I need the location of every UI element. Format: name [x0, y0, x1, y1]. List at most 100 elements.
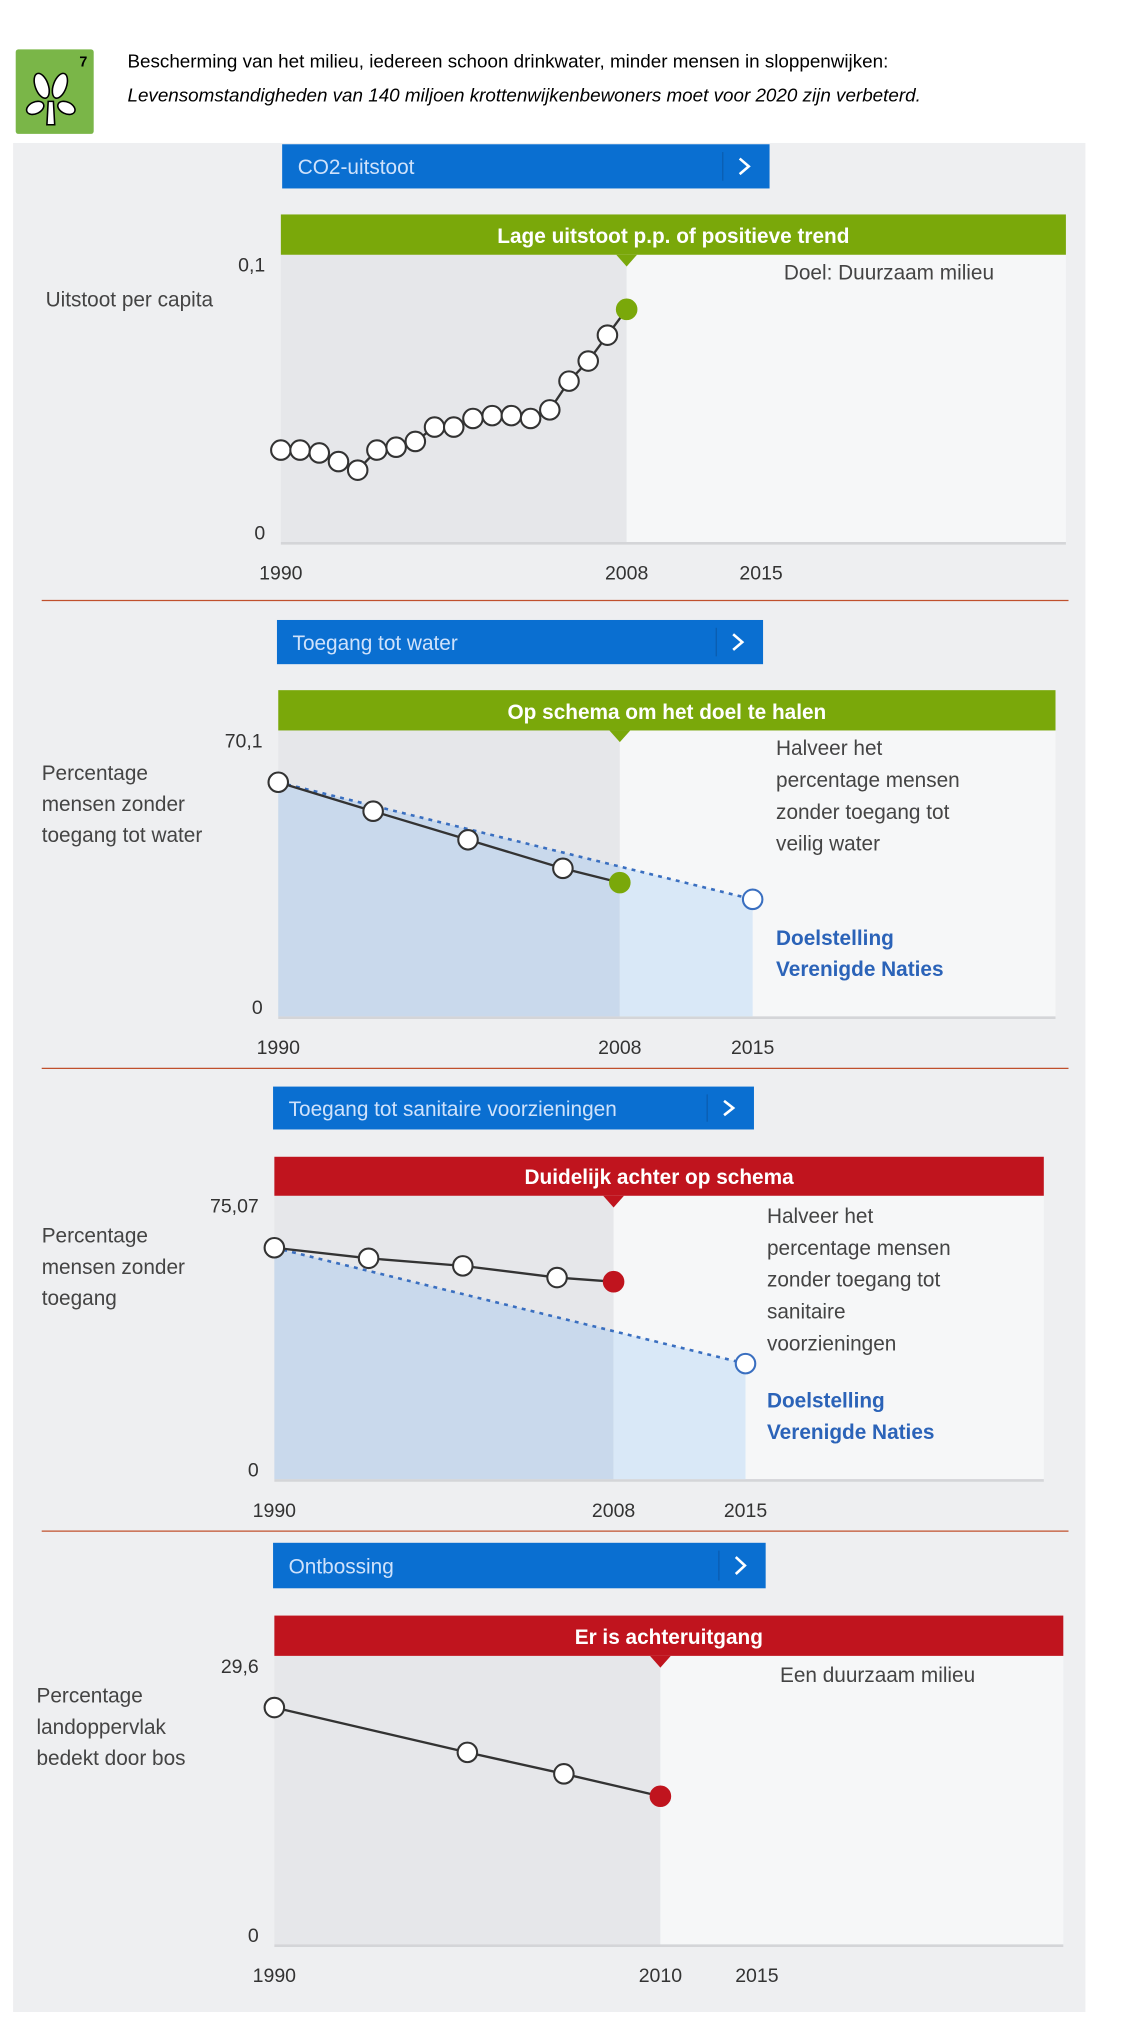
latest-data-point: [602, 1270, 625, 1293]
data-point: [519, 407, 542, 430]
data-point: [362, 800, 384, 823]
tab-label: Ontbossing: [289, 1555, 394, 1578]
y-axis-label: toegang tot water: [42, 824, 203, 847]
x-tick-label: 1990: [253, 1965, 297, 1987]
data-point: [308, 442, 331, 464]
target-point: [741, 888, 764, 911]
tab-background: [273, 1542, 766, 1589]
x-tick-label: 2008: [592, 1500, 635, 1522]
data-point: [481, 404, 503, 427]
tab-background: [276, 619, 764, 665]
x-tick-label: 1990: [253, 1500, 297, 1522]
target-area-history: [274, 1247, 614, 1480]
target-area-future: [613, 1331, 746, 1480]
status-pointer: [603, 1195, 624, 1208]
tab-background: [273, 1086, 754, 1130]
data-point: [558, 370, 580, 392]
status-label: Op schema om het doel te halen: [508, 701, 827, 724]
history-region: [274, 1655, 661, 1945]
y-tick-min: 0: [252, 997, 263, 1019]
y-axis-label: Percentage: [42, 1225, 148, 1248]
chart-4: Ontbossing Er is achteruitgang 29,6 0 1990 20…: [37, 1542, 1064, 1987]
target-source-label: Verenigde Naties: [767, 1421, 934, 1444]
x-tick-label: 2008: [605, 563, 648, 585]
target-area-history: [278, 782, 620, 1017]
target-source-label: Verenigde Naties: [776, 958, 943, 981]
y-tick-max: 75,07: [210, 1196, 259, 1218]
goal-annotation: Doel: Duurzaam milieu: [784, 261, 994, 284]
status-pointer: [616, 254, 638, 267]
goal-annotation: zonder toegang tot: [767, 1269, 941, 1292]
y-tick-max: 29,6: [221, 1656, 259, 1678]
data-point: [500, 404, 523, 427]
data-point: [596, 324, 619, 346]
status-pointer: [649, 1655, 671, 1668]
future-region: [626, 254, 1066, 542]
data-point: [553, 1763, 575, 1785]
future-region: [660, 1655, 1064, 1945]
y-axis-label: mensen zonder: [42, 1256, 185, 1279]
target-point: [734, 1352, 757, 1375]
y-tick-max: 0,1: [238, 255, 265, 277]
x-tick-label: 2010: [639, 1965, 683, 1987]
data-point: [546, 1266, 568, 1289]
chart-3: Toegang tot sanitaire voorzieningen Duide…: [41, 1086, 1069, 1532]
y-tick-min: 0: [254, 522, 265, 544]
data-point: [357, 1247, 380, 1270]
goal-number: 7: [79, 54, 87, 70]
latest-data-point: [649, 1785, 672, 1808]
status-label: Duidelijk achter op schema: [525, 1166, 795, 1189]
chevron-right-icon: [738, 157, 751, 176]
tab-label: Toegang tot sanitaire voorzieningen: [289, 1098, 617, 1121]
data-point: [457, 828, 479, 851]
chevron-right-icon: [734, 1556, 747, 1575]
data-point: [327, 450, 350, 473]
x-tick-label: 1990: [259, 563, 303, 585]
status-banner: [274, 1156, 1044, 1196]
data-point: [263, 1236, 286, 1259]
data-point: [366, 439, 388, 461]
indicator-tab-button[interactable]: Toegang tot sanitaire voorzieningen: [273, 1086, 754, 1130]
status-pointer: [609, 730, 631, 743]
goal-annotation: Halveer het: [776, 737, 882, 760]
y-tick-min: 0: [248, 1460, 259, 1482]
x-tick-label: 2015: [735, 1965, 779, 1987]
data-point: [346, 459, 369, 481]
latest-data-point: [615, 298, 638, 321]
data-point: [404, 430, 427, 453]
indicator-tab-button[interactable]: Toegang tot water: [276, 619, 764, 665]
data-point: [552, 857, 574, 880]
tab-background: [282, 144, 770, 189]
y-axis-label: landoppervlak: [37, 1716, 167, 1739]
goal-annotation: zonder toegang tot: [776, 801, 950, 824]
goal-annotation: sanitaire: [767, 1301, 846, 1324]
data-point: [263, 1696, 286, 1719]
tab-label: Toegang tot water: [293, 632, 458, 655]
y-axis-label: mensen zonder: [42, 793, 185, 816]
y-axis-label: toegang: [42, 1287, 117, 1310]
y-axis-label: Percentage: [42, 762, 148, 785]
indicator-tab-button[interactable]: Ontbossing: [273, 1542, 766, 1589]
goal-icon: 7: [15, 49, 94, 134]
header-subtitle: Levensomstandigheden van 140 miljoen kro…: [127, 84, 920, 105]
status-banner: [280, 214, 1066, 255]
x-tick-label: 2015: [739, 563, 783, 585]
data-point: [270, 439, 292, 461]
y-tick-min: 0: [248, 1925, 259, 1947]
goal-annotation: veilig water: [776, 833, 880, 856]
tree-icon: [25, 72, 76, 126]
goal-annotation: percentage mensen: [776, 769, 960, 792]
data-point: [385, 436, 407, 458]
status-banner: [278, 690, 1056, 731]
goal-annotation: Een duurzaam milieu: [780, 1664, 975, 1687]
goal-annotation: Halveer het: [767, 1205, 873, 1228]
y-axis-label: Percentage: [37, 1685, 143, 1708]
header-title: Bescherming van het milieu, iedereen sch…: [127, 51, 888, 72]
indicator-tab-button[interactable]: CO2-uitstoot: [282, 144, 770, 189]
series-line: [274, 1706, 661, 1798]
y-axis-label: Uitstoot per capita: [46, 289, 214, 312]
data-point: [456, 1741, 479, 1764]
x-tick-label: 1990: [257, 1037, 301, 1059]
chart-1: CO2-uitstoot Lage uitstoot p.p. of positi…: [41, 144, 1069, 602]
history-region: [280, 254, 627, 542]
